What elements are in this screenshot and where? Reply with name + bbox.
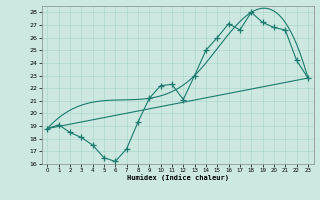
X-axis label: Humidex (Indice chaleur): Humidex (Indice chaleur): [127, 175, 228, 181]
